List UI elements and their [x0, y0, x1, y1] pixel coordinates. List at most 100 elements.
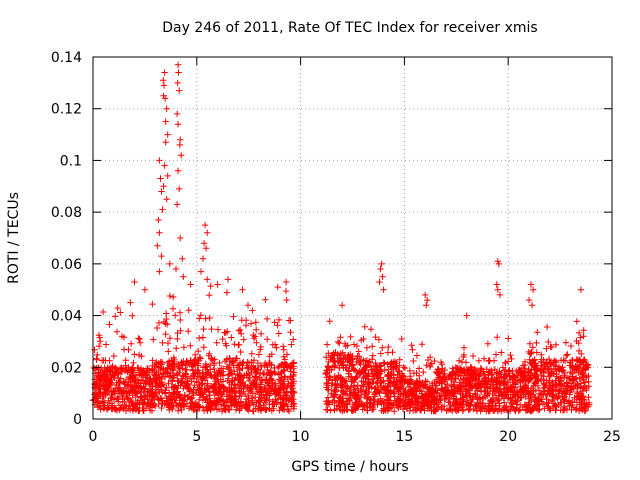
data-point	[509, 375, 516, 383]
data-point	[166, 292, 174, 300]
data-point	[115, 385, 122, 392]
data-point	[160, 82, 168, 89]
data-point	[533, 339, 540, 347]
data-point	[541, 405, 548, 412]
data-point	[166, 335, 174, 342]
data-point	[473, 407, 481, 414]
data-point	[158, 388, 166, 396]
data-point	[508, 399, 516, 407]
data-point	[110, 352, 117, 360]
data-point	[398, 383, 405, 390]
data-point	[346, 387, 353, 395]
data-point	[176, 87, 183, 94]
data-point	[114, 374, 122, 382]
data-point	[433, 382, 440, 389]
data-point	[279, 405, 286, 413]
data-point	[257, 402, 264, 409]
data-point	[204, 229, 211, 236]
data-point	[275, 316, 283, 324]
data-point	[232, 406, 240, 413]
data-point	[149, 300, 156, 308]
x-tick-label: 25	[603, 429, 621, 445]
data-point	[148, 378, 155, 385]
data-point	[505, 335, 512, 342]
data-point	[360, 383, 367, 390]
data-point	[273, 344, 280, 351]
data-point	[407, 403, 414, 410]
data-point	[538, 362, 545, 369]
data-point	[543, 345, 550, 352]
data-point	[95, 342, 103, 350]
data-point	[226, 396, 233, 404]
data-point	[217, 388, 224, 395]
data-point	[180, 385, 187, 392]
data-point	[580, 384, 588, 392]
data-point	[254, 366, 262, 373]
data-point	[170, 293, 177, 301]
data-point	[438, 385, 445, 392]
data-point	[199, 255, 207, 262]
data-point	[210, 360, 218, 367]
x-tick-label: 0	[89, 429, 98, 445]
data-point	[352, 367, 359, 374]
data-point	[341, 340, 349, 347]
data-point	[166, 260, 173, 268]
data-point	[496, 406, 503, 413]
data-point	[156, 157, 163, 164]
data-point	[106, 368, 113, 375]
y-tick-label: 0.06	[51, 257, 82, 273]
data-point	[376, 278, 383, 286]
data-point	[222, 340, 229, 347]
data-point	[549, 386, 556, 393]
data-point	[528, 360, 535, 367]
data-point	[508, 355, 515, 363]
data-point	[127, 299, 134, 306]
data-point	[569, 383, 577, 390]
data-point	[567, 342, 575, 350]
data-point	[127, 340, 135, 347]
data-point	[174, 121, 182, 128]
data-point	[410, 391, 418, 398]
data-point	[115, 379, 123, 386]
data-point	[211, 391, 218, 399]
data-point	[275, 371, 283, 378]
data-point	[123, 366, 130, 373]
data-point	[422, 377, 429, 385]
data-point	[452, 375, 459, 382]
data-point	[528, 348, 535, 356]
data-point	[257, 346, 264, 353]
data-point	[370, 405, 377, 413]
data-point	[165, 373, 173, 380]
data-point	[513, 405, 520, 412]
data-point	[247, 388, 254, 395]
data-point	[390, 401, 397, 408]
data-point	[235, 341, 242, 349]
data-point	[255, 351, 263, 358]
data-point	[281, 359, 289, 366]
data-point	[290, 363, 297, 370]
data-point	[202, 315, 209, 322]
data-point	[236, 367, 243, 374]
data-point	[560, 357, 567, 364]
data-point	[141, 286, 149, 293]
data-point	[160, 183, 167, 190]
data-point	[211, 398, 218, 405]
data-point	[206, 314, 213, 322]
data-point	[139, 404, 146, 412]
data-point	[357, 356, 365, 364]
y-axis-label: ROTI / TECUs	[6, 192, 22, 284]
data-point	[210, 388, 217, 395]
data-point	[92, 380, 100, 387]
data-point	[238, 403, 245, 411]
data-point	[253, 326, 260, 333]
data-point	[175, 69, 182, 76]
data-point	[137, 339, 144, 346]
data-point	[257, 330, 265, 337]
data-point	[336, 339, 343, 347]
data-point	[544, 363, 552, 370]
data-point	[522, 393, 529, 400]
data-point	[409, 397, 416, 405]
data-point	[169, 364, 177, 372]
data-point	[486, 357, 493, 365]
data-point	[94, 351, 101, 359]
